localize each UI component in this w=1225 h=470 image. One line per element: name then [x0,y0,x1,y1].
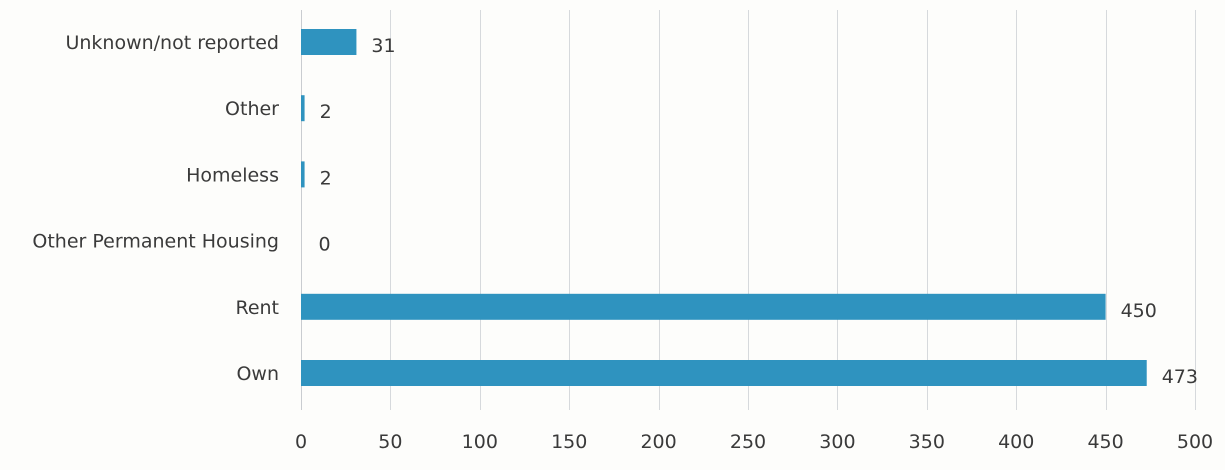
x-tick-label-0: 0 [295,431,307,453]
category-label-homeless: Homeless [186,164,279,186]
x-tick-label-100: 100 [462,431,498,453]
bar-own [301,360,1147,386]
x-tick-label-300: 300 [819,431,855,453]
category-label-own: Own [236,363,279,385]
x-tick-label-250: 250 [730,431,766,453]
data-label-own: 473 [1162,366,1198,388]
x-tick-label-150: 150 [551,431,587,453]
bar-rent [301,293,1106,320]
bars [301,29,1147,386]
category-label-other: Other [225,98,279,120]
category-label-rent: Rent [235,297,279,319]
category-labels: Unknown/not reported Other Homeless Other P… [32,32,279,385]
category-label-unknown-not-reported: Unknown/not reported [65,32,279,54]
data-labels: 31 2 2 0 450 473 [319,35,1198,388]
x-tick-label-500: 500 [1177,431,1213,453]
data-label-other: 2 [320,101,332,123]
bar-other [301,95,305,122]
x-axis-tick-labels: 0 50 100 150 200 250 300 350 400 450 500 [295,431,1213,453]
x-tick-label-350: 350 [909,431,945,453]
data-label-rent: 450 [1121,300,1157,322]
bar-unknown-not-reported [301,29,357,55]
data-label-homeless: 2 [320,167,332,189]
x-tick-label-200: 200 [640,431,676,453]
category-label-other-permanent-housing: Other Permanent Housing [32,231,279,253]
x-tick-label-400: 400 [998,431,1034,453]
gridlines [301,10,1196,410]
x-tick-label-450: 450 [1087,431,1123,453]
data-label-other-permanent-housing: 0 [319,234,331,256]
x-tick-label-50: 50 [378,431,402,453]
bar-homeless [301,161,305,188]
data-label-unknown-not-reported: 31 [371,35,395,57]
